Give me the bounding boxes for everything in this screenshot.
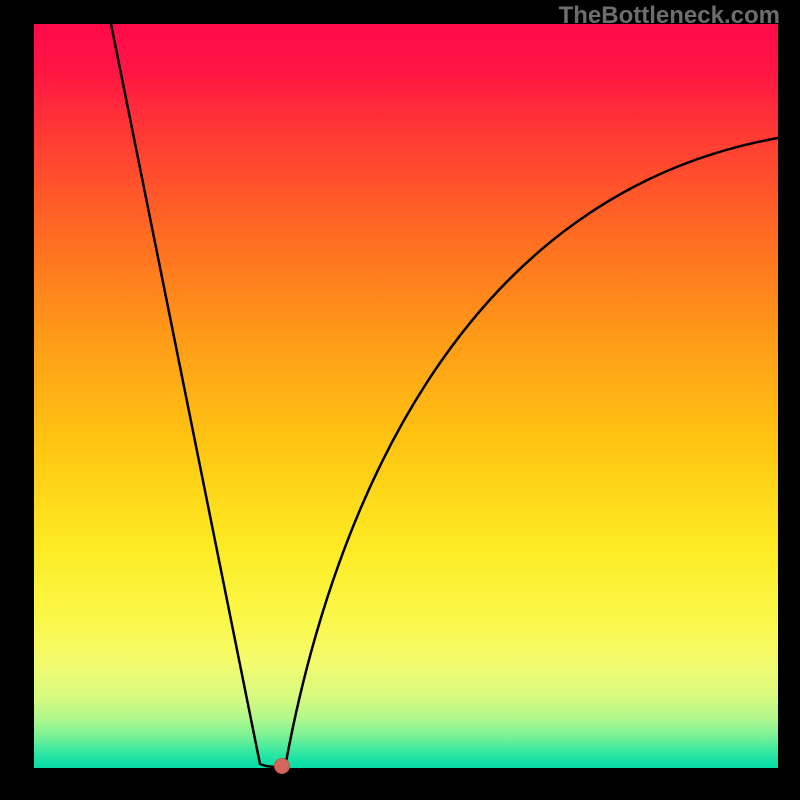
plot-area — [34, 24, 778, 768]
bottleneck-curve — [34, 24, 778, 768]
canvas: TheBottleneck.com — [0, 0, 800, 800]
optimum-marker — [274, 758, 290, 774]
watermark-text: TheBottleneck.com — [559, 2, 780, 30]
